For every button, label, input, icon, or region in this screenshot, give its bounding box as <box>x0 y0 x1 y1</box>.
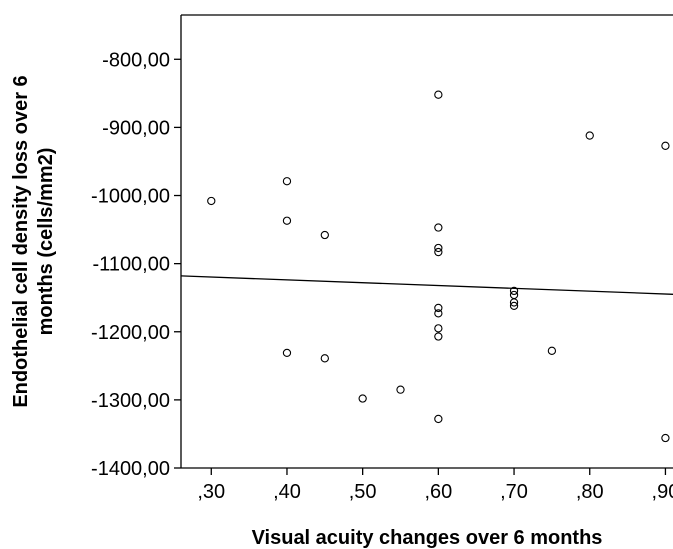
data-point <box>661 141 670 150</box>
data-point <box>434 309 443 318</box>
x-axis-title: Visual acuity changes over 6 months <box>252 527 603 549</box>
data-point <box>434 247 443 257</box>
data-point <box>434 414 443 424</box>
x-tick-label: ,40 <box>273 481 301 503</box>
x-tick-label: ,60 <box>424 481 452 503</box>
y-axis-title-line-1: Endothelial cell density loss over 6 <box>10 75 32 407</box>
data-point <box>320 230 329 240</box>
data-point <box>282 216 292 225</box>
data-point <box>282 177 292 186</box>
x-tick-label: ,50 <box>349 481 377 503</box>
data-point <box>434 243 443 253</box>
data-point <box>358 394 367 403</box>
y-tick-label: -1200,00 <box>91 322 170 344</box>
x-ticks: ,30 ,40 ,50 ,60 ,70 ,80 ,90 <box>197 468 673 503</box>
data-point <box>509 301 519 311</box>
data-point <box>396 385 405 394</box>
data-point <box>547 346 557 355</box>
y-ticks: -800,00 -900,00 -1000,00 -1100,00 -1200,00 -1… <box>91 49 181 480</box>
x-tick-label: ,30 <box>197 481 225 503</box>
axes <box>180 14 673 469</box>
data-point <box>434 223 443 232</box>
data-point <box>509 286 519 296</box>
data-point <box>434 324 443 333</box>
y-tick-label: -900,00 <box>102 117 170 139</box>
data-point <box>661 433 670 443</box>
data-point <box>434 90 443 99</box>
y-axis-title-line-2: months (cells/mm2) <box>35 148 57 336</box>
y-tick-label: -800,00 <box>102 49 170 71</box>
x-tick-label: ,90 <box>652 481 673 503</box>
y-axis-title: Endothelial cell density loss over 6 mon… <box>10 75 57 407</box>
y-tick-label: -1400,00 <box>91 458 170 480</box>
x-tick-label: ,80 <box>576 481 604 503</box>
data-point <box>585 131 594 140</box>
y-tick-label: -1100,00 <box>93 254 170 276</box>
data-point <box>282 348 292 358</box>
fit-line <box>180 275 673 295</box>
data-point <box>509 298 519 307</box>
data-points <box>207 90 670 443</box>
y-tick-label: -1300,00 <box>91 390 170 412</box>
data-point <box>434 332 443 341</box>
y-tick-label: -1000,00 <box>91 186 170 208</box>
data-point <box>320 354 329 363</box>
data-point <box>207 196 216 206</box>
x-tick-label: ,70 <box>500 481 528 503</box>
data-point <box>434 303 443 313</box>
